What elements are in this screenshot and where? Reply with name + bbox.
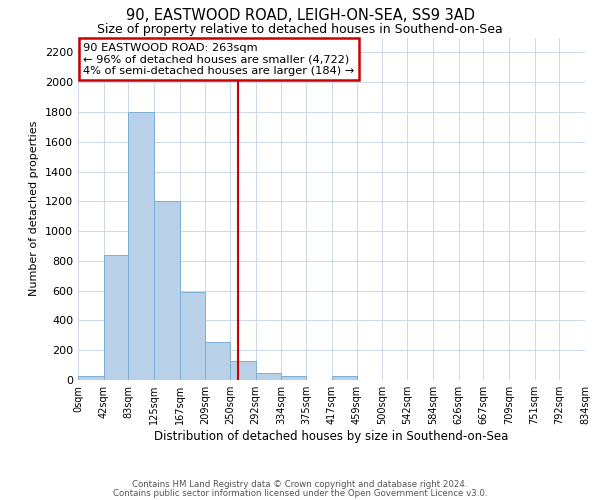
Text: 90, EASTWOOD ROAD, LEIGH-ON-SEA, SS9 3AD: 90, EASTWOOD ROAD, LEIGH-ON-SEA, SS9 3AD	[125, 8, 475, 22]
Text: Size of property relative to detached houses in Southend-on-Sea: Size of property relative to detached ho…	[97, 22, 503, 36]
Bar	[281, 376, 306, 380]
Bar	[78, 376, 104, 380]
Text: 90 EASTWOOD ROAD: 263sqm
← 96% of detached houses are smaller (4,722)
4% of semi: 90 EASTWOOD ROAD: 263sqm ← 96% of detach…	[83, 42, 355, 76]
Text: Contains HM Land Registry data © Crown copyright and database right 2024.: Contains HM Land Registry data © Crown c…	[132, 480, 468, 489]
Bar	[104, 255, 128, 380]
Bar	[256, 374, 281, 380]
Bar	[128, 112, 154, 380]
Y-axis label: Number of detached properties: Number of detached properties	[29, 121, 40, 296]
Bar	[331, 376, 357, 380]
Bar	[179, 292, 205, 380]
Bar	[154, 202, 179, 380]
Bar	[205, 342, 230, 380]
X-axis label: Distribution of detached houses by size in Southend-on-Sea: Distribution of detached houses by size …	[154, 430, 509, 443]
Bar	[230, 360, 256, 380]
Text: Contains public sector information licensed under the Open Government Licence v3: Contains public sector information licen…	[113, 488, 487, 498]
